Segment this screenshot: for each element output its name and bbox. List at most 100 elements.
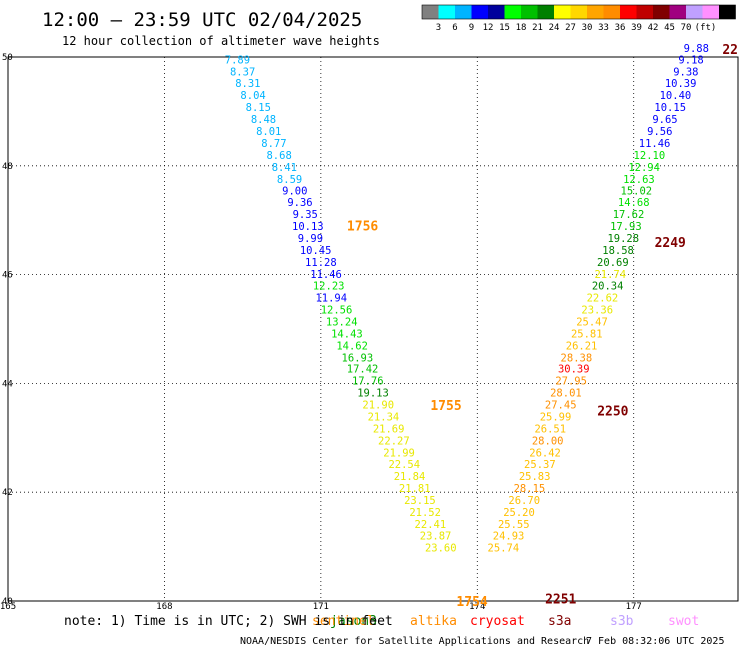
scale-label: 21 (532, 23, 543, 33)
satellite-name: cryosat (470, 614, 525, 629)
scale-swatch (471, 5, 488, 19)
wave-height-point: 18.58 (602, 245, 634, 257)
grid-lines (7, 56, 738, 602)
color-scale-legend: 3 6 9 12 15 18 21 24 27 30 33 36 39 42 45 70 (ft) (421, 4, 736, 33)
x-tick-label: 171 (313, 602, 329, 612)
pass-time-label: 2249 (655, 236, 686, 251)
y-tick-label: 46 (2, 271, 13, 281)
wave-height-point: 26.42 (529, 447, 561, 459)
scale-swatch (653, 5, 670, 19)
scale-swatch (438, 5, 455, 19)
wave-height-point: 22.27 (378, 436, 410, 448)
scale-swatch (521, 5, 538, 19)
wave-height-point: 16.93 (342, 352, 374, 364)
wave-height-point: 8.68 (266, 150, 291, 162)
wave-height-point: 14.43 (331, 328, 363, 340)
scale-swatch (488, 5, 505, 19)
wave-height-point: 21.69 (373, 424, 405, 436)
scale-label: 18 (516, 23, 527, 33)
scale-label: 6 (452, 23, 457, 33)
wave-height-point: 25.81 (571, 328, 603, 340)
wave-height-point: 9.88 (684, 43, 709, 55)
wave-height-point: 17.62 (613, 209, 645, 221)
wave-height-point: 27.95 (555, 376, 587, 388)
satellite-name: s3a (548, 614, 571, 629)
wave-height-point: 12.23 (313, 280, 345, 292)
wave-height-point: 22.62 (587, 292, 619, 304)
scale-swatch (719, 5, 736, 19)
scale-label: 33 (598, 23, 609, 33)
wave-height-point: 25.74 (488, 543, 520, 555)
wave-height-point: 20.69 (597, 257, 629, 269)
wave-height-point: 12.94 (628, 162, 660, 174)
wave-height-point: 9.00 (282, 185, 307, 197)
wave-height-point: 28.15 (514, 483, 546, 495)
y-tick-label: 42 (2, 488, 13, 498)
x-tick-label: 168 (156, 602, 172, 612)
wave-height-point: 12.63 (623, 174, 655, 186)
wave-height-point: 21.52 (409, 507, 441, 519)
x-tick-label: 177 (626, 602, 642, 612)
wave-height-point: 11.28 (305, 257, 337, 269)
wave-height-point: 25.83 (519, 471, 551, 483)
wave-height-point: 10.40 (660, 90, 692, 102)
wave-height-point: 8.77 (261, 138, 286, 150)
wave-height-point: 8.37 (230, 67, 255, 79)
pass-time-label: 22 (722, 43, 738, 58)
wave-height-point: 8.04 (240, 90, 265, 102)
wave-height-point: 9.56 (647, 126, 672, 138)
satellite-name: altika (410, 614, 457, 629)
wave-height-point: 23.60 (425, 543, 457, 555)
wave-height-point: 10.13 (292, 221, 324, 233)
wave-height-point: 8.48 (251, 114, 276, 126)
satellite-name: sentinel (312, 614, 375, 629)
wave-height-point: 17.93 (610, 221, 642, 233)
scale-label: (ft) (695, 23, 717, 33)
scale-swatch (422, 5, 439, 19)
pass-time-label: 2250 (597, 405, 628, 420)
wave-height-point: 7.89 (225, 55, 250, 67)
scale-label: 3 (436, 23, 441, 33)
satellite-name: s3b (610, 614, 634, 629)
wave-height-point: 8.41 (272, 162, 297, 174)
wave-height-point: 9.65 (652, 114, 677, 126)
scale-swatch (636, 5, 653, 19)
data-points: 7.898.378.318.048.158.488.018.778.688.41… (225, 43, 709, 555)
wave-height-point: 21.74 (594, 269, 626, 281)
wave-height-point: 9.99 (298, 233, 323, 245)
wave-height-point: 21.81 (399, 483, 431, 495)
scale-swatch (620, 5, 637, 19)
chart-subtitle: 12 hour collection of altimeter wave hei… (62, 34, 380, 48)
wave-height-point: 21.90 (362, 400, 394, 412)
scale-swatch (702, 5, 719, 19)
scale-label: 70 (681, 23, 692, 33)
wave-height-point: 14.62 (336, 340, 368, 352)
pass-time-label: 1754 (456, 595, 487, 610)
footer-credit: NOAA/NESDIS Center for Satellite Applica… (240, 636, 589, 647)
wave-height-point: 23.87 (420, 531, 452, 543)
footer-note: note: 1) Time is in UTC; 2) SWH is in fe… (64, 614, 393, 629)
wave-height-point: 21.84 (394, 471, 426, 483)
wave-height-point: 9.35 (293, 209, 318, 221)
wave-height-point: 17.76 (352, 376, 384, 388)
y-tick-label: 50 (2, 53, 13, 63)
scale-frame (421, 4, 736, 20)
scale-label: 42 (648, 23, 659, 33)
chart-title: 12:00 – 23:59 UTC 02/04/2025 (42, 9, 362, 31)
wave-height-point: 11.46 (310, 269, 342, 281)
wave-height-point: 26.70 (508, 495, 540, 507)
scale-label: 24 (549, 23, 560, 33)
wave-height-point: 20.34 (592, 280, 624, 292)
wave-height-point: 25.55 (498, 519, 530, 531)
scale-label: 12 (483, 23, 494, 33)
scale-swatch (686, 5, 703, 19)
wave-height-point: 28.38 (561, 352, 593, 364)
scale-swatch (537, 5, 554, 19)
wave-height-point: 8.15 (246, 102, 271, 114)
wave-height-point: 30.39 (558, 364, 590, 376)
scale-label: 27 (565, 23, 576, 33)
wave-height-point: 9.18 (678, 55, 703, 67)
wave-height-point: 27.45 (545, 400, 577, 412)
x-tick-label: 174 (469, 602, 485, 612)
